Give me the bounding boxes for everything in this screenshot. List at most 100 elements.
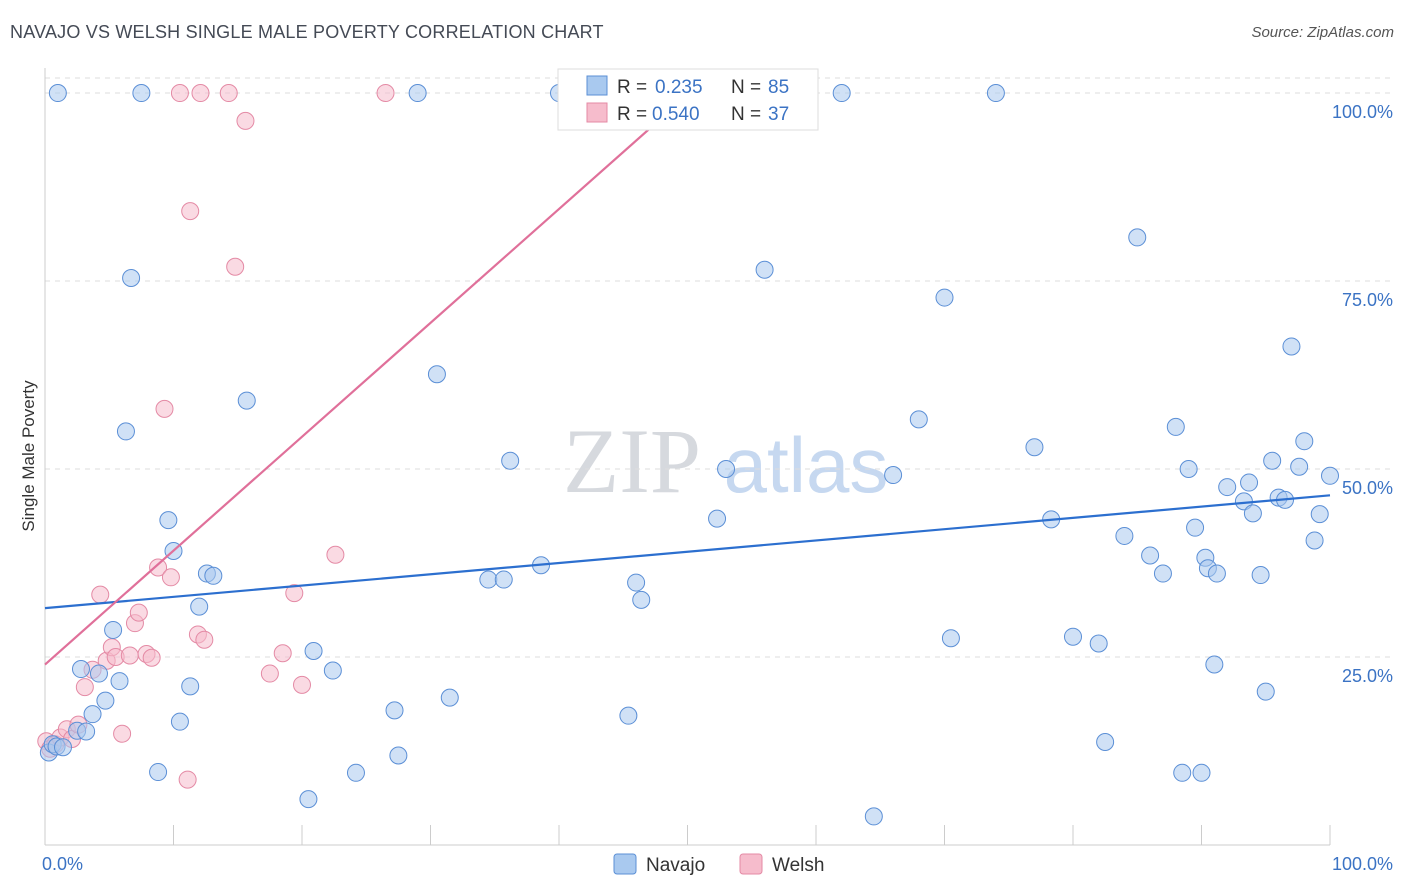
navajo-n-value: 85 <box>768 77 789 98</box>
navajo-point <box>237 391 256 410</box>
navajo-point <box>1290 457 1309 476</box>
stats-legend: R = 0.235 N = 85 R = 0.540 N = 37 <box>557 68 819 131</box>
welsh-swatch <box>586 102 608 123</box>
source-credit: Source: ZipAtlas.com <box>1251 24 1394 41</box>
welsh-point <box>113 724 132 743</box>
axes: 25.0% 50.0% 75.0% 100.0% 0.0% 100.0% <box>42 68 1393 874</box>
y-tick-label: 100.0% <box>1332 102 1393 122</box>
navajo-point <box>389 746 408 765</box>
welsh-point <box>149 558 168 577</box>
navajo-point <box>941 629 960 648</box>
navajo-point <box>96 691 115 710</box>
navajo-point <box>479 570 498 589</box>
navajo-point <box>110 672 129 691</box>
welsh-n-value: 37 <box>768 104 789 125</box>
welsh-point <box>170 84 189 103</box>
x-tick-label-min: 0.0% <box>42 854 83 874</box>
navajo-point <box>935 288 954 307</box>
navajo-point <box>1173 763 1192 782</box>
navajo-point <box>501 451 520 470</box>
navajo-point <box>632 590 651 609</box>
navajo-point <box>181 677 200 696</box>
welsh-point <box>236 111 255 130</box>
navajo-point <box>1153 564 1172 583</box>
chart-title: NAVAJO VS WELSH SINGLE MALE POVERTY CORR… <box>10 22 604 42</box>
navajo-point <box>149 763 168 782</box>
navajo-point <box>1115 526 1134 545</box>
navajo-point <box>755 260 774 279</box>
navajo-point <box>1064 627 1082 646</box>
navajo-point <box>708 509 727 528</box>
welsh-r-label: R = <box>617 104 647 125</box>
navajo-point <box>717 460 736 479</box>
y-tick-label: 25.0% <box>1342 666 1393 686</box>
navajo-point <box>299 790 318 809</box>
navajo-point <box>1025 438 1044 457</box>
navajo-point <box>1205 655 1224 674</box>
navajo-point <box>104 620 123 639</box>
welsh-point <box>155 399 174 418</box>
navajo-point <box>986 84 1005 103</box>
grid-lines <box>45 77 1392 658</box>
navajo-point <box>71 660 90 679</box>
welsh-point <box>326 545 345 564</box>
legend-welsh-swatch <box>739 853 763 875</box>
navajo-point <box>1128 228 1147 247</box>
navajo-point <box>48 84 67 103</box>
navajo-point <box>832 84 851 103</box>
legend-navajo-label: Navajo <box>646 855 705 876</box>
navajo-swatch <box>586 75 608 96</box>
navajo-point <box>427 365 446 384</box>
navajo-point <box>1192 763 1211 782</box>
navajo-point <box>627 573 646 592</box>
navajo-r-value: 0.235 <box>655 77 703 98</box>
navajo-point <box>346 763 365 782</box>
navajo-point <box>323 661 342 680</box>
navajo-point <box>132 84 151 103</box>
welsh-point <box>161 568 180 587</box>
navajo-point <box>1186 518 1205 537</box>
welsh-point <box>181 202 200 221</box>
welsh-point <box>142 648 161 667</box>
navajo-point <box>83 705 102 724</box>
series-legend: Navajo Welsh <box>613 853 824 876</box>
navajo-point <box>1089 634 1108 653</box>
navajo-point <box>190 597 209 616</box>
navajo-point <box>204 566 223 585</box>
navajo-point <box>122 269 141 288</box>
navajo-point <box>1321 466 1339 485</box>
welsh-point <box>195 630 214 649</box>
navajo-point <box>884 466 903 485</box>
navajo-point <box>1305 531 1324 550</box>
navajo-point <box>89 664 108 683</box>
navajo-point <box>1240 473 1259 492</box>
welsh-points <box>37 84 395 789</box>
welsh-point <box>120 646 139 665</box>
navajo-point <box>1166 417 1185 436</box>
welsh-point <box>285 584 304 603</box>
watermark-zip: ZIP <box>563 410 701 512</box>
welsh-point <box>376 84 395 103</box>
legend-navajo-swatch <box>613 853 637 875</box>
y-tick-label: 75.0% <box>1342 290 1393 310</box>
welsh-trend-line <box>44 77 708 666</box>
navajo-point <box>304 641 323 660</box>
navajo-point <box>385 701 404 720</box>
welsh-r-value: 0.540 <box>652 104 700 125</box>
navajo-point <box>1282 337 1301 356</box>
welsh-n-label: N = <box>731 104 761 125</box>
navajo-point <box>1096 732 1115 751</box>
navajo-point <box>1295 432 1314 451</box>
navajo-point <box>53 738 72 757</box>
navajo-point <box>909 410 928 429</box>
navajo-point <box>1218 478 1237 497</box>
navajo-points <box>39 84 1339 826</box>
navajo-n-label: N = <box>731 77 761 98</box>
welsh-point <box>273 644 292 663</box>
navajo-point <box>1179 460 1198 479</box>
welsh-point <box>260 664 279 683</box>
navajo-point <box>1243 504 1262 523</box>
legend-welsh-label: Welsh <box>772 855 824 876</box>
navajo-point <box>1310 505 1329 524</box>
